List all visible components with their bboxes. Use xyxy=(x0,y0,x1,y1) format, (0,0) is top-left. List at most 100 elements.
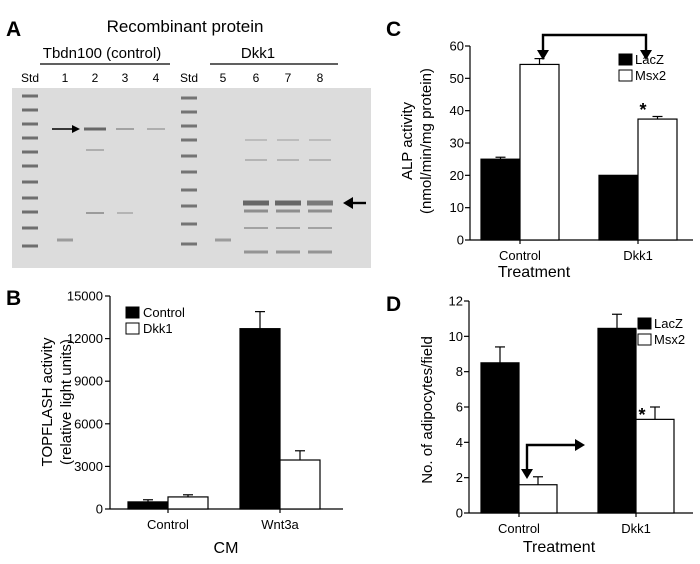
gel-band xyxy=(308,250,332,254)
gel-band xyxy=(22,244,38,248)
gel-band xyxy=(22,196,38,200)
gel-band xyxy=(276,209,300,213)
gel-lane-label: Std xyxy=(21,71,39,85)
chart-d-arrowhead-down xyxy=(521,469,533,479)
panel-label-d: D xyxy=(386,293,401,316)
chart-b-y-tick-label: 6000 xyxy=(74,416,103,431)
gel-band xyxy=(307,200,333,206)
chart-c-y-tick-label: 20 xyxy=(450,168,464,183)
gel-band xyxy=(22,150,38,154)
gel-band xyxy=(181,188,197,192)
gel-group-label-control: Tbdn100 (control) xyxy=(43,45,161,62)
gel-band xyxy=(243,200,269,206)
chart-c-comparison-bracket xyxy=(541,33,648,52)
gel-band xyxy=(22,226,38,230)
gel-lane-label: 6 xyxy=(253,71,260,85)
gel-group-label-dkk1: Dkk1 xyxy=(241,45,275,62)
gel-band xyxy=(215,238,231,242)
chart-b-y-tick-label: 9000 xyxy=(74,374,103,389)
legend-d-swatch-msx2 xyxy=(637,333,652,346)
gel-arrow-left-head xyxy=(72,125,80,133)
chart-c-bracket-arrowhead-left xyxy=(537,50,549,60)
chart-d-x-tick-label: Control xyxy=(498,521,540,536)
chart-d-comparison-arrow xyxy=(525,443,576,470)
chart-d-bar-lacz-control xyxy=(480,362,520,514)
gel-band xyxy=(244,250,268,254)
panel-label-a: A xyxy=(6,18,21,41)
chart-c-y-tick-label: 10 xyxy=(450,200,464,215)
gel-bands xyxy=(22,94,333,254)
chart-d-arrowhead-right xyxy=(575,439,585,451)
gel-lane-label: Std xyxy=(180,71,198,85)
gel-band xyxy=(22,122,38,126)
legend-b-label-dkk1: Dkk1 xyxy=(143,321,173,336)
chart-c: 0 10 20 30 40 50 60 Control Dkk1 ALP activity (n… xyxy=(399,33,693,281)
gel-band xyxy=(86,212,104,214)
gel-lane-label: 8 xyxy=(317,71,324,85)
chart-c-bar-msx2-control xyxy=(519,63,560,241)
chart-c-xlabel: Treatment xyxy=(498,264,571,281)
chart-d-ylabel: No. of adipocytes/field xyxy=(419,336,436,484)
chart-b-bar-dkk1-wnt3a xyxy=(279,459,321,510)
gel-band xyxy=(22,108,38,112)
legend-b-swatch-control xyxy=(125,306,140,319)
gel-lane-label: 5 xyxy=(220,71,227,85)
chart-c-y-tick-label: 60 xyxy=(450,39,464,54)
chart-b-xlabel: CM xyxy=(214,540,239,557)
gel-band xyxy=(309,139,331,141)
gel-band xyxy=(309,159,331,161)
gel-band xyxy=(244,209,268,213)
gel-band xyxy=(181,124,197,128)
legend-d-label-lacz: LacZ xyxy=(654,316,683,331)
gel-band xyxy=(181,222,197,226)
legend-c-swatch-lacz xyxy=(618,53,633,66)
gel-band xyxy=(308,227,332,229)
chart-b-bar-control-wnt3a xyxy=(239,328,281,510)
chart-d-x-tick-label: Dkk1 xyxy=(621,521,651,536)
legend-d-label-msx2: Msx2 xyxy=(654,332,685,347)
chart-d: 0 2 4 6 8 10 12 Control Dkk1 No. of adipocytes/f… xyxy=(419,294,693,556)
gel-band xyxy=(181,170,197,174)
chart-d-bar-msx2-dkk1 xyxy=(635,418,675,514)
gel-band xyxy=(181,154,197,158)
gel-band xyxy=(117,212,133,214)
chart-c-bracket-arrowhead-right xyxy=(640,50,652,60)
legend-c-label-lacz: LacZ xyxy=(635,52,664,67)
gel-band xyxy=(116,128,134,130)
gel-band xyxy=(181,138,197,142)
chart-b-x-tick-label: Control xyxy=(147,517,189,532)
legend-b-label-control: Control xyxy=(143,305,185,320)
chart-c-significance-star: * xyxy=(639,100,646,120)
gel-band xyxy=(245,159,267,161)
chart-d-bar-msx2-control xyxy=(518,484,558,514)
chart-c-bar-msx2-dkk1 xyxy=(637,118,678,241)
chart-b-ylabel-line1: TOPFLASH activity xyxy=(39,337,56,466)
gel-arrow-right-head xyxy=(343,197,353,209)
chart-b-y-tick-label: 12000 xyxy=(67,331,103,346)
gel-band xyxy=(22,180,38,184)
panel-label-c: C xyxy=(386,18,401,41)
chart-b-bar-control-control xyxy=(127,501,169,510)
gel-band xyxy=(84,127,106,131)
chart-b-ylabel-line2: (relative light units) xyxy=(58,339,75,465)
chart-d-bar-lacz-dkk1 xyxy=(597,327,637,514)
gel-band xyxy=(275,200,301,206)
chart-b-y-tick-label: 15000 xyxy=(67,289,103,304)
gel-band xyxy=(22,210,38,214)
chart-d-y-tick-label: 10 xyxy=(449,329,463,344)
chart-c-x-tick-label: Control xyxy=(499,248,541,263)
chart-b-x-tick-label: Wnt3a xyxy=(261,517,299,532)
gel-panel: Recombinant protein Tbdn100 (control) Dk… xyxy=(12,17,371,268)
chart-c-ylabel-line2: (nmol/min/mg protein) xyxy=(418,68,435,214)
chart-d-y-tick-label: 0 xyxy=(456,506,463,521)
gel-band xyxy=(57,238,73,242)
gel-band xyxy=(22,136,38,140)
chart-c-y-tick-label: 40 xyxy=(450,103,464,118)
gel-band xyxy=(308,209,332,213)
gel-band xyxy=(181,242,197,246)
gel-lane-label: 2 xyxy=(92,71,99,85)
panel-label-b: B xyxy=(6,287,21,310)
gel-lane-label: 1 xyxy=(62,71,69,85)
gel-band xyxy=(22,94,38,98)
gel-band xyxy=(22,164,38,168)
